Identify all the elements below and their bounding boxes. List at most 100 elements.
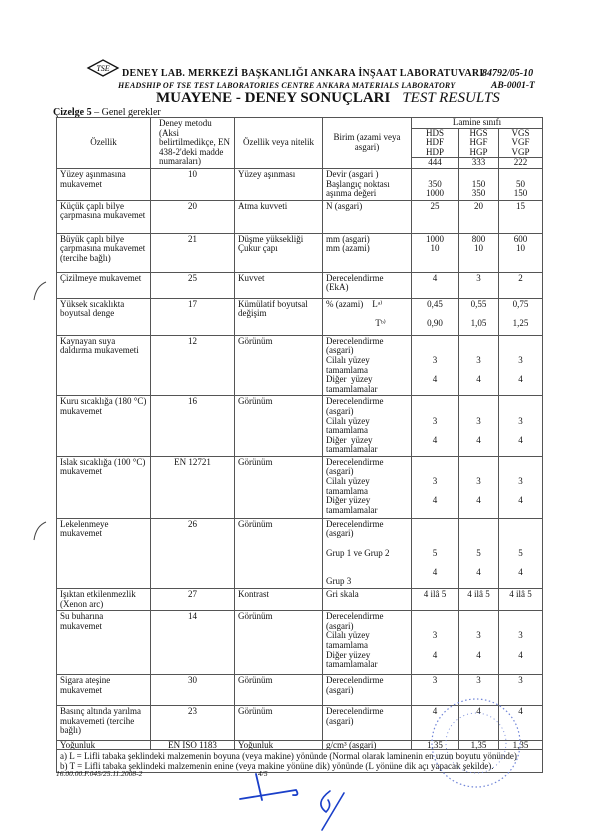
unit-cell: Derecelendirme (asgari) Cilalı yüzey tamaml… <box>322 610 412 676</box>
value-line: 1,35 <box>512 740 529 750</box>
value-line <box>500 520 542 530</box>
unit-line: Diğer yüzey <box>326 434 373 445</box>
value-line: 0,45 <box>427 298 443 309</box>
value-line: 4 <box>432 566 438 577</box>
unit-line: tamamlamalar <box>326 659 378 670</box>
value-cell: 4 ilâ 5 <box>411 588 459 612</box>
unit-cell: Derecelendirme (EkA) <box>322 271 412 299</box>
value-line: 4 <box>432 434 438 445</box>
table-row: Kaynayan suya daldırma mukavemeti 12 Görün… <box>56 334 544 397</box>
unit-line: tamamlamalar <box>326 504 378 515</box>
value-cell: 0,75 1,25 <box>497 297 544 336</box>
unit-line: g/cm³ (asgari) <box>326 740 377 750</box>
characteristic-cell: Görünüm <box>234 705 323 742</box>
value-cell: 1,35 <box>411 740 459 751</box>
property-cell: Büyük çaplı bilye çarpmasına mukavemet (… <box>56 232 151 273</box>
value-line <box>413 612 458 622</box>
method-cell: 25 <box>150 271 235 299</box>
footnote-a: a) L = Lifli tabaka şeklindeki malzemeni… <box>60 751 517 762</box>
value-line: 4 <box>432 374 438 385</box>
unit-line: Derecelendirme <box>326 675 384 686</box>
value-line: 3 <box>432 354 438 365</box>
table-row: Basınç altında yarılma mukavemeti (terci… <box>56 705 544 742</box>
unit-cell: Derecelendirme (asgari) Cilalı yüzey tamaml… <box>322 334 412 397</box>
value-line <box>460 612 498 622</box>
value-cell: 1,35 <box>497 740 544 751</box>
property-cell: Kuru sıcaklığa (180 °C) mukavemet <box>56 395 151 457</box>
value-line <box>413 520 458 530</box>
value-line: 5 <box>518 547 523 558</box>
characteristic-cell: Görünüm <box>234 517 323 590</box>
value-line: 4 <box>476 374 481 385</box>
table-row: Büyük çaplı bilye çarpmasına mukavemet (… <box>56 232 544 273</box>
value-line: 4 <box>476 434 481 445</box>
unit-line: Derecelendirme <box>326 518 384 529</box>
characteristic-cell: Atma kuvveti <box>234 199 323 234</box>
value-line: 4 <box>476 706 481 717</box>
value-line: 4 ilâ 5 <box>509 589 532 600</box>
value-line: 4 <box>518 566 523 577</box>
value-line: 3 <box>432 476 438 487</box>
value-line: 3 <box>518 630 523 641</box>
unit-cell: Devir (asgari ) Başlangıç noktası aşınma d… <box>322 167 412 201</box>
property-cell: Yüksek sıcaklıkta boyutsal denge <box>56 297 151 336</box>
class-label: HDP <box>425 146 444 157</box>
value-line: 800 <box>471 233 486 244</box>
value-line: 1,35 <box>427 740 443 750</box>
value-cell: 4 <box>458 705 499 742</box>
header-class-code: 444 <box>411 157 459 169</box>
property-cell: Sigara ateşine mukavemet <box>56 674 151 707</box>
unit-cell: Derecelendirme (asgari) Cilalı yüzey tamaml… <box>322 455 412 519</box>
characteristic-cell: Görünüm <box>234 455 323 519</box>
value-line <box>460 397 498 407</box>
unit-cell: Derecelendirme (asgari) Cilalı yüzey tamaml… <box>322 395 412 457</box>
value-cell: 0,45 0,90 <box>411 297 459 336</box>
method-cell: 23 <box>150 705 235 742</box>
characteristic-cell: Kümülatif boyutsal değişim <box>234 297 323 336</box>
value-line: 4 <box>518 434 523 445</box>
value-line: 3 <box>476 630 481 641</box>
table-row: Küçük çaplı bilye çarpmasına mukavemet 20… <box>56 199 544 234</box>
method-cell: 12 <box>150 334 235 397</box>
value-cell: 20 <box>458 199 499 234</box>
value-line: 150 <box>513 188 528 199</box>
table-row: Lekelenmeye mukavemet 26 Görünüm Derecelend… <box>56 517 544 590</box>
title-tr: MUAYENE - DENEY SONUÇLARI <box>156 90 391 106</box>
unit-line: (asgari) <box>326 466 354 477</box>
class-label: VGF <box>511 137 530 148</box>
characteristic-cell: Görünüm <box>234 334 323 397</box>
punch-mark <box>33 281 47 301</box>
value-cell: 15 <box>497 199 544 234</box>
unit-cell: Derecelendirme (asgari) <box>322 705 412 742</box>
unit-cell: mm (asgari) mm (azami) <box>322 232 412 273</box>
value-line: 10 <box>516 243 526 254</box>
value-line: 4 <box>476 649 481 660</box>
value-line: 0,90 <box>427 317 443 328</box>
unit-line: mm (azami) <box>326 243 370 254</box>
method-cell: 14 <box>150 610 235 676</box>
table-row: Çizilmeye mukavemet 25 Kuvvet Derecelendirm… <box>56 271 544 299</box>
institution-tr: DENEY LAB. MERKEZİ BAŞKANLIĞI ANKARA İNŞ… <box>122 68 484 79</box>
value-line: 3 <box>432 415 438 426</box>
unit-line: (asgari) <box>326 345 354 356</box>
value-line <box>413 458 458 468</box>
unit-line: (asgari) <box>326 620 354 631</box>
class-label: HGF <box>469 137 488 148</box>
property-cell: Lekelenmeye mukavemet <box>56 517 151 590</box>
value-cell: 50 150 <box>497 167 544 201</box>
value-cell: 1,35 <box>458 740 499 751</box>
value-line: 4 <box>518 495 523 506</box>
value-line: 3 <box>476 675 481 686</box>
unit-line: (asgari) <box>326 405 354 416</box>
method-cell: EN ISO 1183 <box>150 740 235 751</box>
unit-line: Gri skala <box>326 589 359 600</box>
method-cell: 26 <box>150 517 235 590</box>
value-line <box>413 397 458 407</box>
property-cell: Işıktan etkilenmezlik (Xenon arc) <box>56 588 151 612</box>
header-method: Deney metodu (Aksi belirtilmedikçe, EN 4… <box>150 117 235 169</box>
unit-line: tamamlama <box>326 364 368 375</box>
value-cell: 4 ilâ 5 <box>497 588 544 612</box>
